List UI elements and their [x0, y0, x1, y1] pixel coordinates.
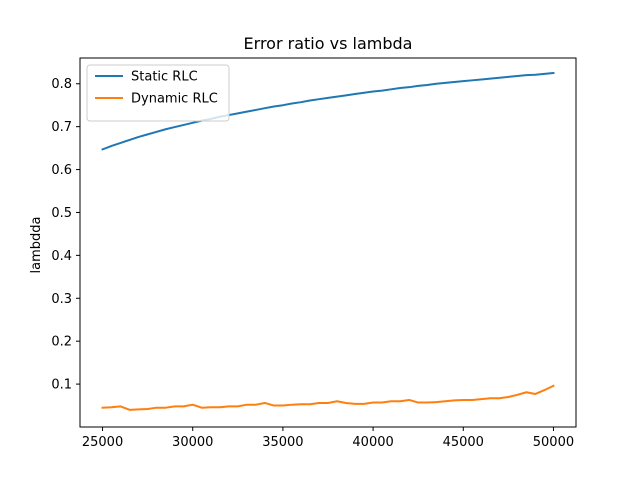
x-tick-label: 35000 [262, 435, 303, 450]
y-axis-label: lambdda [29, 217, 44, 274]
legend: Static RLC Dynamic RLC [86, 64, 230, 122]
y-tick-label: 0.5 [51, 206, 72, 221]
y-tick-label: 0.7 [51, 120, 72, 135]
x-tick-label: 45000 [443, 435, 484, 450]
y-tick-label: 0.1 [51, 378, 72, 393]
x-tick-label: 50000 [533, 435, 574, 450]
y-tick-label: 0.4 [51, 249, 72, 264]
series-line-dynamic-rlc [101, 384, 555, 411]
x-tick-label: 40000 [352, 435, 393, 450]
legend-box [86, 64, 230, 122]
y-tick-label: 0.3 [51, 292, 72, 307]
series-line-static-rlc [101, 71, 555, 151]
y-tick-label: 0.2 [51, 335, 72, 350]
plot-area: 25000 30000 35000 40000 45000 50000 0.1 0.2 0.3 0… [51, 71, 574, 450]
x-tick-label: 25000 [82, 435, 123, 450]
axes-frame [79, 57, 577, 428]
y-tick-label: 0.6 [51, 163, 72, 178]
legend-label: Dynamic RLC [131, 92, 218, 107]
legend-label: Static RLC [131, 70, 198, 85]
y-tick-label: 0.8 [51, 77, 72, 92]
x-tick-label: 30000 [172, 435, 213, 450]
chart-title: Error ratio vs lambda [244, 34, 413, 53]
